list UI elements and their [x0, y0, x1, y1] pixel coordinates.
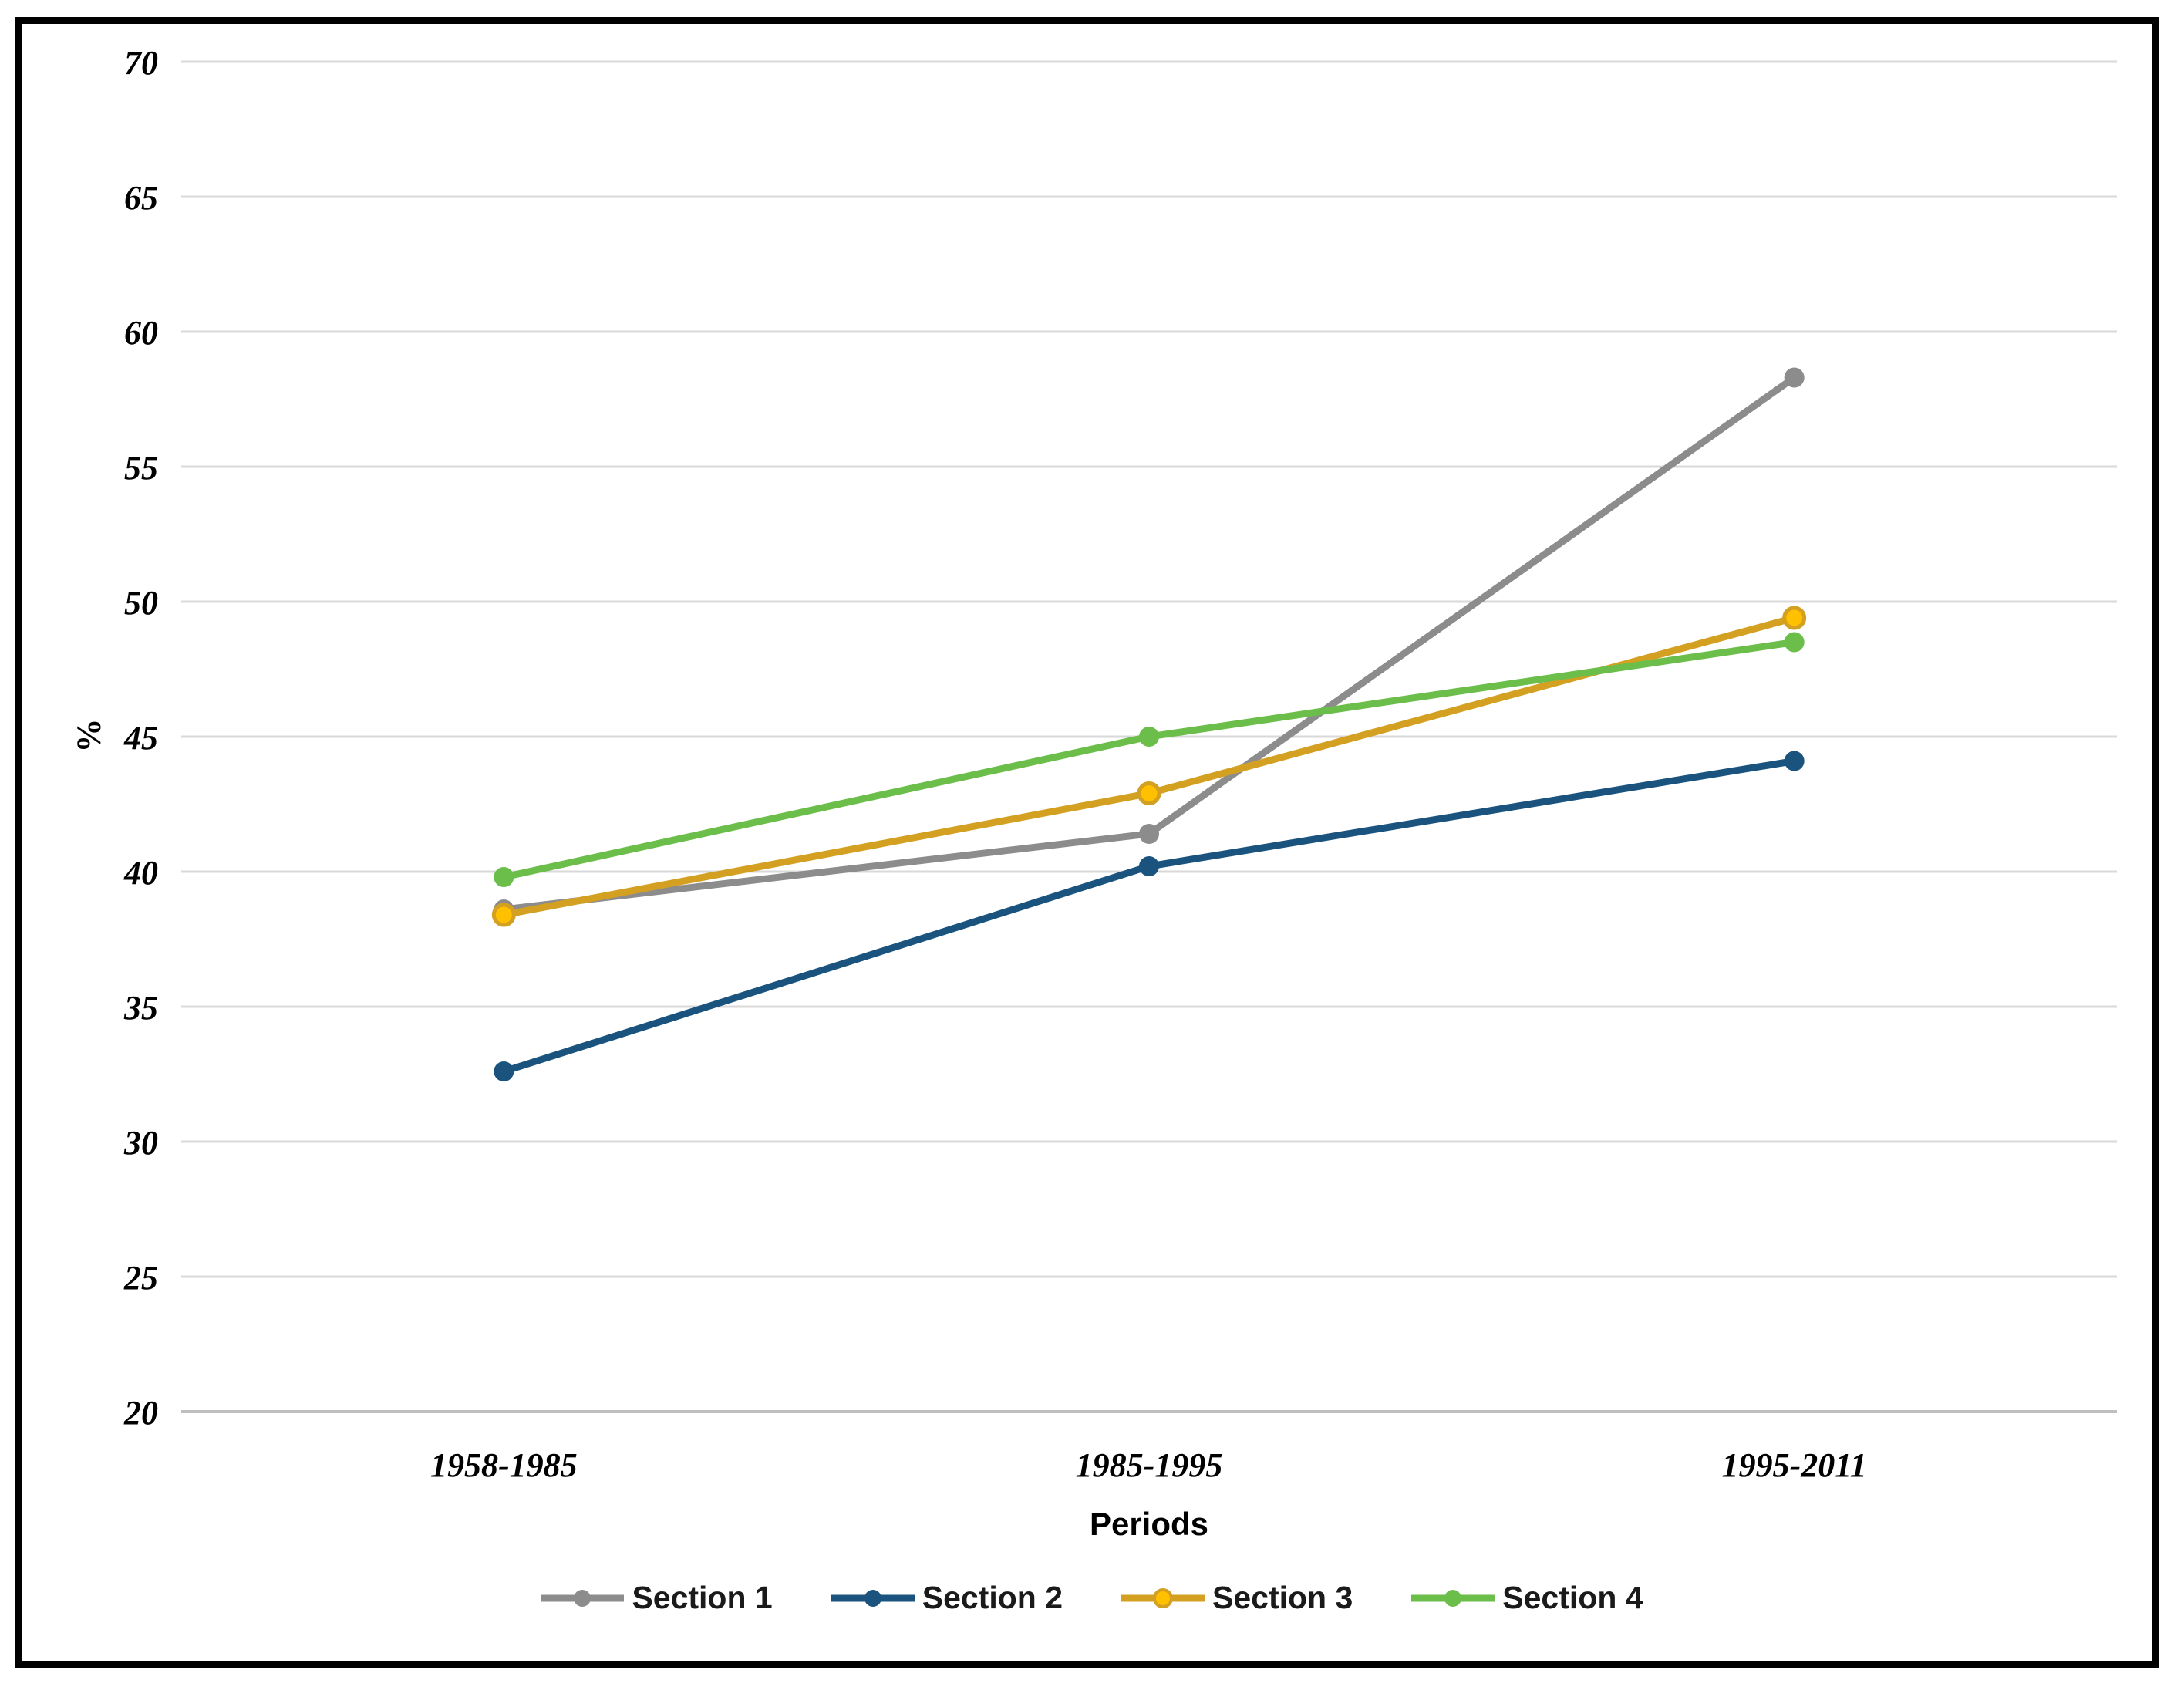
y-tick-label: 65 [124, 179, 158, 217]
y-tick-label: 70 [124, 44, 158, 82]
legend-label: Section 4 [1502, 1580, 1643, 1615]
data-point-series-2 [1784, 751, 1805, 771]
legend-label: Section 1 [632, 1580, 773, 1615]
y-tick-label: 25 [123, 1259, 158, 1297]
legend-label: Section 2 [922, 1580, 1063, 1615]
legend-marker-section-2 [831, 1589, 915, 1607]
legend-marker-section-4 [1411, 1589, 1495, 1607]
y-tick-label: 45 [123, 719, 158, 757]
data-point-series-3 [491, 903, 516, 927]
data-point-series-3 [1137, 781, 1161, 805]
legend-marker-section-3 [1121, 1587, 1205, 1608]
y-tick-label: 30 [123, 1124, 158, 1162]
data-point-series-4 [1139, 727, 1159, 747]
x-tick-label: 1958-1985 [430, 1446, 578, 1484]
y-tick-label: 35 [123, 989, 158, 1027]
y-tick-label: 20 [123, 1394, 158, 1432]
x-tick-label: 1985-1995 [1076, 1446, 1223, 1484]
data-point-series-3 [1782, 606, 1807, 630]
legend-item-section-3: Section 3 [1120, 1580, 1353, 1616]
data-point-series-1 [1784, 367, 1805, 388]
legend: Section 1 Section 2 Section 3 Section 4 [123, 1580, 2059, 1616]
data-point-series-2 [494, 1061, 514, 1081]
y-tick-label: 60 [124, 314, 158, 352]
chart-border [15, 17, 2159, 1668]
data-point-series-1 [1139, 824, 1159, 844]
legend-label: Section 3 [1212, 1580, 1353, 1615]
x-tick-label: 1995-2011 [1722, 1446, 1867, 1484]
data-point-series-4 [1784, 632, 1805, 653]
data-point-series-2 [1139, 856, 1159, 876]
legend-item-section-4: Section 4 [1410, 1580, 1643, 1616]
y-tick-label: 55 [124, 449, 158, 487]
data-point-series-4 [494, 867, 514, 887]
legend-marker-section-1 [541, 1589, 625, 1607]
y-tick-label: 50 [124, 584, 158, 622]
legend-item-section-1: Section 1 [539, 1580, 773, 1616]
legend-item-section-2: Section 2 [830, 1580, 1063, 1616]
x-axis-title: Periods [1089, 1506, 1209, 1542]
y-axis-title: % [69, 718, 108, 753]
y-tick-label: 40 [123, 854, 158, 892]
